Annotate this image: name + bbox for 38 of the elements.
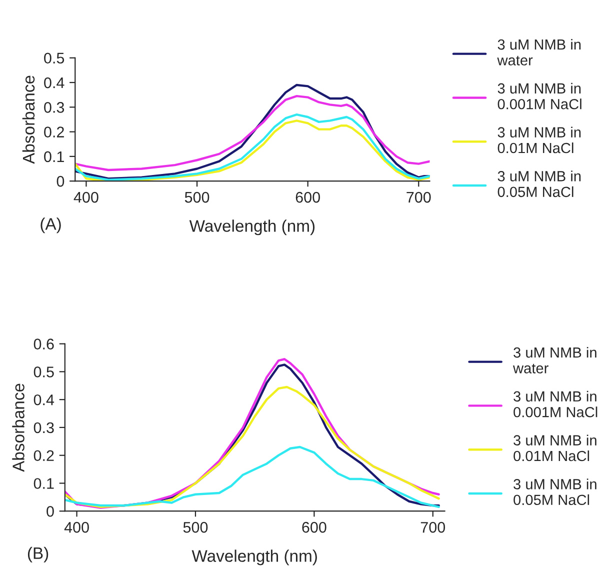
y-tick-label: 0.4 [44,77,64,88]
legend-label: 3 uM NMB in 0.05M NaCl [514,478,596,506]
y-tick-label: 0.5 [34,366,54,378]
legend-label: 3 uM NMB in 0.05M NaCl [498,170,581,198]
x-tick-label: 500 [184,192,210,203]
x-tick-label: 400 [74,192,98,203]
x-axis-title: Wavelength (nm) [192,550,317,566]
line-series [64,386,440,508]
y-tick-label: 0.2 [44,126,64,138]
y-tick-label: 0.4 [34,394,54,406]
x-tick-label: 700 [420,522,446,533]
text: (A) [40,218,61,234]
y-tick-label: 0.2 [34,450,54,462]
legend-label: 3 uM NMB in 0.001M NaCl [514,390,598,418]
y-tick-label: 0.5 [44,52,64,64]
y-tick-label: 0.3 [34,422,54,434]
y-tick-label: 0.1 [34,478,54,489]
x-tick-label: 700 [406,192,431,203]
legend-label: 3 uM NMB in water [512,346,596,374]
x-tick-label: 500 [183,522,208,533]
line-series [75,94,430,172]
y-tick-label: 0 [46,506,54,517]
x-tick-label: 400 [64,522,89,533]
x-tick-label: 600 [296,192,320,203]
legend-label: 3 uM NMB in water [497,38,581,66]
y-tick-label: 0.1 [44,151,64,162]
y-tick-label: 0 [56,176,64,187]
x-axis-title: Wavelength (nm) [189,220,315,236]
y-tick-label: 0.3 [44,102,64,113]
y-tick-label: 0.6 [34,338,54,350]
legend-label: 3 uM NMB in 0.01M NaCl [498,126,581,154]
legend-label: 3 uM NMB in 0.01M NaCl [514,434,596,462]
text: (B) [28,546,48,562]
y-axis-title: Absorbance [22,76,35,164]
line-series [64,446,440,508]
x-tick-label: 600 [302,522,326,533]
y-axis-title: Absorbance [12,384,24,472]
legend-label: 3 uM NMB in 0.001M NaCl [498,82,582,110]
